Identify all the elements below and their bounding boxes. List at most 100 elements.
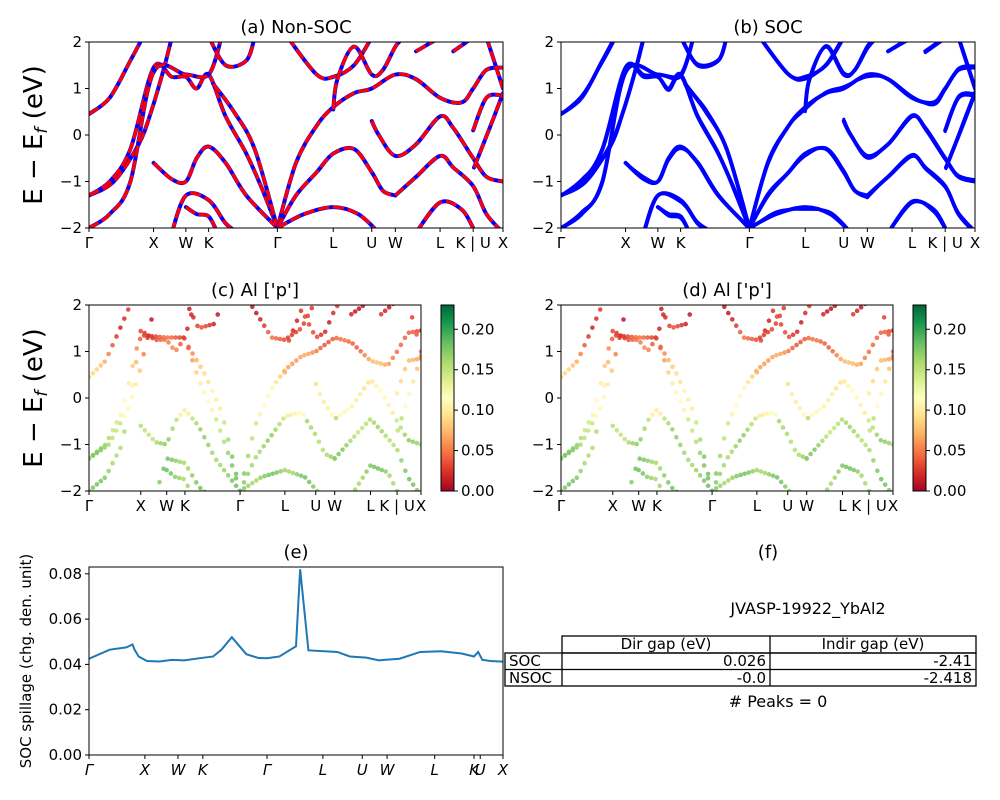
panel-d-point xyxy=(886,487,892,491)
panel-c-point xyxy=(172,474,178,480)
panel-c-point xyxy=(418,349,421,354)
panel-a-band-soc-dashed xyxy=(89,62,279,228)
panel-d-point xyxy=(682,388,687,394)
panel-c-point xyxy=(390,355,396,361)
panel-c-point xyxy=(390,481,396,486)
panel-b-ytick-label: 0 xyxy=(544,126,554,144)
panel-c-point xyxy=(296,410,302,415)
panel-d-point xyxy=(802,336,807,342)
panel-d-point xyxy=(725,454,731,460)
panel-d-point xyxy=(828,481,834,486)
panel-c-point xyxy=(249,436,255,441)
panel-c-point xyxy=(149,333,155,339)
panel-c-point xyxy=(332,456,337,461)
panel-d-point xyxy=(810,336,815,342)
panel-d-point xyxy=(832,475,838,480)
panel-d-point xyxy=(674,434,679,440)
panel-c-point xyxy=(98,478,104,484)
panel-c-point xyxy=(203,323,208,329)
panel-c-point xyxy=(249,480,255,486)
panel-d-point xyxy=(835,421,841,427)
panel-c-point xyxy=(313,381,319,387)
panel-a-xtick-label: L xyxy=(329,234,338,252)
panel-c-point xyxy=(320,447,326,453)
panel-c-point xyxy=(348,438,353,444)
panel-a-ytick-label: −1 xyxy=(60,173,82,191)
panel-c-ytick-label: −2 xyxy=(60,482,82,500)
panel-c-point xyxy=(207,322,212,328)
panel-b-band-split xyxy=(958,42,975,89)
panel-d-point xyxy=(705,483,711,489)
panel-c-point xyxy=(114,453,119,458)
panel-c-point xyxy=(294,318,300,323)
table-row-label-soc: SOC xyxy=(509,652,541,670)
panel-d-point xyxy=(780,425,786,430)
panel-d-point xyxy=(762,470,768,476)
panel-d-point xyxy=(705,475,711,481)
panel-c-point xyxy=(358,348,363,354)
panel-d-point xyxy=(754,370,760,375)
panel-d-ytick-label: −2 xyxy=(532,482,554,500)
panel-d-point xyxy=(812,447,817,452)
panel-d-ytick-label: 0 xyxy=(544,389,554,407)
panel-c-point xyxy=(286,469,292,474)
panel-d-point xyxy=(851,428,857,434)
panel-d-point xyxy=(601,394,607,400)
panel-d-point xyxy=(846,383,851,389)
panel-d-point xyxy=(745,427,750,432)
panel-d-point xyxy=(717,471,723,477)
panel-d-xtick-label: Γ xyxy=(708,497,717,515)
panel-d-point xyxy=(882,379,888,384)
panel-d-point xyxy=(862,355,868,361)
panel-c-point xyxy=(241,486,247,491)
panel-d-point xyxy=(813,410,819,415)
panel-d-point xyxy=(824,309,830,314)
panel-b-band-split xyxy=(923,42,944,55)
panel-d-point xyxy=(661,473,667,478)
panel-d-point xyxy=(834,352,840,358)
panel-c-point xyxy=(118,445,123,451)
panel-c-point xyxy=(289,332,295,338)
panel-a-ytick-label: 2 xyxy=(72,33,82,51)
panel-c-point xyxy=(382,308,388,314)
panel-c-point xyxy=(141,351,146,357)
panel-c-point xyxy=(258,475,263,481)
panel-c-point xyxy=(168,471,174,476)
panel-c-point xyxy=(114,334,119,339)
panel-d-colorbar: 0.00 0.05 0.10 0.15 0.20 xyxy=(912,304,966,500)
panel-d-point xyxy=(562,485,568,490)
panel-d-point xyxy=(764,411,770,416)
panel-d-point xyxy=(670,427,675,432)
panel-d-point xyxy=(638,437,643,442)
panel-a-ytick-label: 0 xyxy=(72,126,82,144)
panel-d-point xyxy=(570,478,576,484)
panel-d-point xyxy=(825,397,831,403)
panel-d-point xyxy=(638,340,643,345)
panel-c-point xyxy=(245,483,251,489)
panel-b-title: (b) SOC xyxy=(733,17,802,38)
panel-d-point xyxy=(776,418,782,424)
panel-d-point xyxy=(578,442,583,448)
panel-a-band-soc-dashed xyxy=(415,42,436,53)
panel-d-point xyxy=(594,398,600,403)
panel-c-point xyxy=(94,449,100,455)
panel-a-band-soc-dashed xyxy=(184,205,217,228)
panel-d-point xyxy=(745,379,751,385)
panel-d-colorbar-label: 0.00 xyxy=(933,482,966,500)
panel-c-point xyxy=(186,411,191,417)
panel-d-point xyxy=(754,467,760,473)
panel-d-point xyxy=(733,403,739,408)
panel-c-point xyxy=(298,473,304,479)
panel-c-point xyxy=(338,336,343,342)
panel-c-point xyxy=(225,473,231,478)
panel-c-point xyxy=(395,428,401,433)
panel-c-point xyxy=(273,379,279,385)
panel-a-xtick-label: L xyxy=(436,234,445,252)
table-cell-nsoc-dir: -0.0 xyxy=(737,669,766,687)
panel-c-point xyxy=(410,329,416,335)
panel-d-point xyxy=(659,306,664,312)
panel-d-point xyxy=(778,351,783,357)
panel-c-point xyxy=(245,471,251,477)
